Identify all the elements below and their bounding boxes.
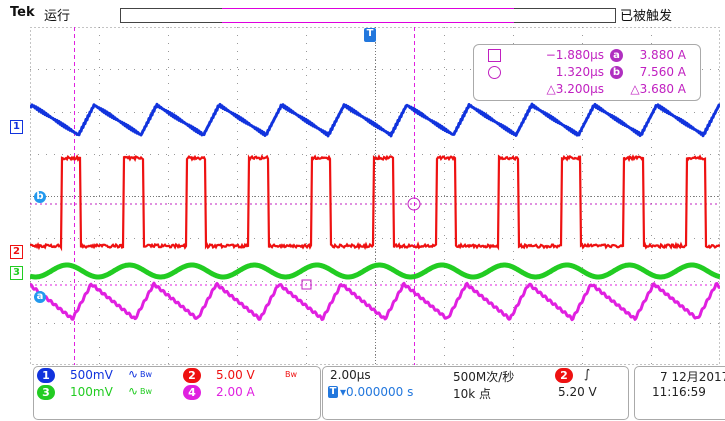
brand-logo: Tek [10,5,35,20]
ch1-coupling-icon: ∿ [128,367,138,381]
ch1-scale[interactable]: 500mV [70,368,113,382]
trigger-level[interactable]: 5.20 V [558,385,597,399]
sample-rate: 500M次/秒 [453,368,514,385]
cursor-b-circle-icon [488,66,501,79]
time-display: 11:16:59 [652,385,706,399]
ch3-bw-icon: Bw [140,387,152,396]
trigger-position-marker[interactable]: T [364,28,376,42]
record-length: 10k 点 [453,385,491,402]
ch4-badge[interactable]: 4 [183,385,201,400]
trigger-position-label: T [367,28,374,39]
cursor-a-badge: a [610,49,623,62]
timebase[interactable]: 2.00µs [330,368,371,382]
cursor-a-square-icon [488,49,501,62]
cursor-a-value: 3.880 A [640,48,686,62]
ch2-ground-marker[interactable]: 2 [10,245,23,259]
cursor-a-time: −1.880µs [546,48,604,62]
ch1-ground-marker[interactable]: 1 [10,120,23,134]
cursor-b-value: 7.560 A [640,65,686,79]
ch3-coupling-icon: ∿ [128,384,138,398]
trigger-slope-icon: ∫ [584,367,590,381]
date-display: 7 12月2017 [660,368,725,385]
trigger-source-badge[interactable]: 2 [555,368,573,383]
cursor-b-time: 1.320µs [556,65,604,79]
record-view-window[interactable] [222,8,514,23]
status-bar: Tek 运行 已被触发 [0,0,725,27]
ch1-badge[interactable]: 1 [37,368,55,383]
horizontal-position[interactable]: ▾0.000000 s [340,385,413,399]
ch3-ground-marker[interactable]: 3 [10,266,23,280]
cursor-delta-time: △3.200µs [547,82,604,96]
cursor-readout: −1.880µs a 3.880 A 1.320µs b 7.560 A △3.… [473,44,701,101]
ref-b-marker[interactable]: b [34,191,46,203]
run-status: 运行 [44,5,70,24]
ch4-scale[interactable]: 2.00 A [216,385,255,399]
ch1-bw-icon: Bw [140,370,152,379]
horizontal-trigger-icon: T [328,386,338,398]
trigger-status: 已被触发 [620,5,672,24]
cursor-delta-value: △3.680 A [630,82,686,96]
ch2-badge[interactable]: 2 [183,368,201,383]
ch2-bw-icon: Bw [285,370,297,379]
readout-bar: 1 500mV ∿ Bw 2 5.00 V Bw 3 100mV ∿ Bw 4 … [0,365,725,421]
ref-a-marker[interactable]: a [34,291,46,303]
ch3-badge[interactable]: 3 [37,385,55,400]
cursor-b-badge: b [610,66,623,79]
ch2-scale[interactable]: 5.00 V [216,368,255,382]
ch3-scale[interactable]: 100mV [70,385,113,399]
